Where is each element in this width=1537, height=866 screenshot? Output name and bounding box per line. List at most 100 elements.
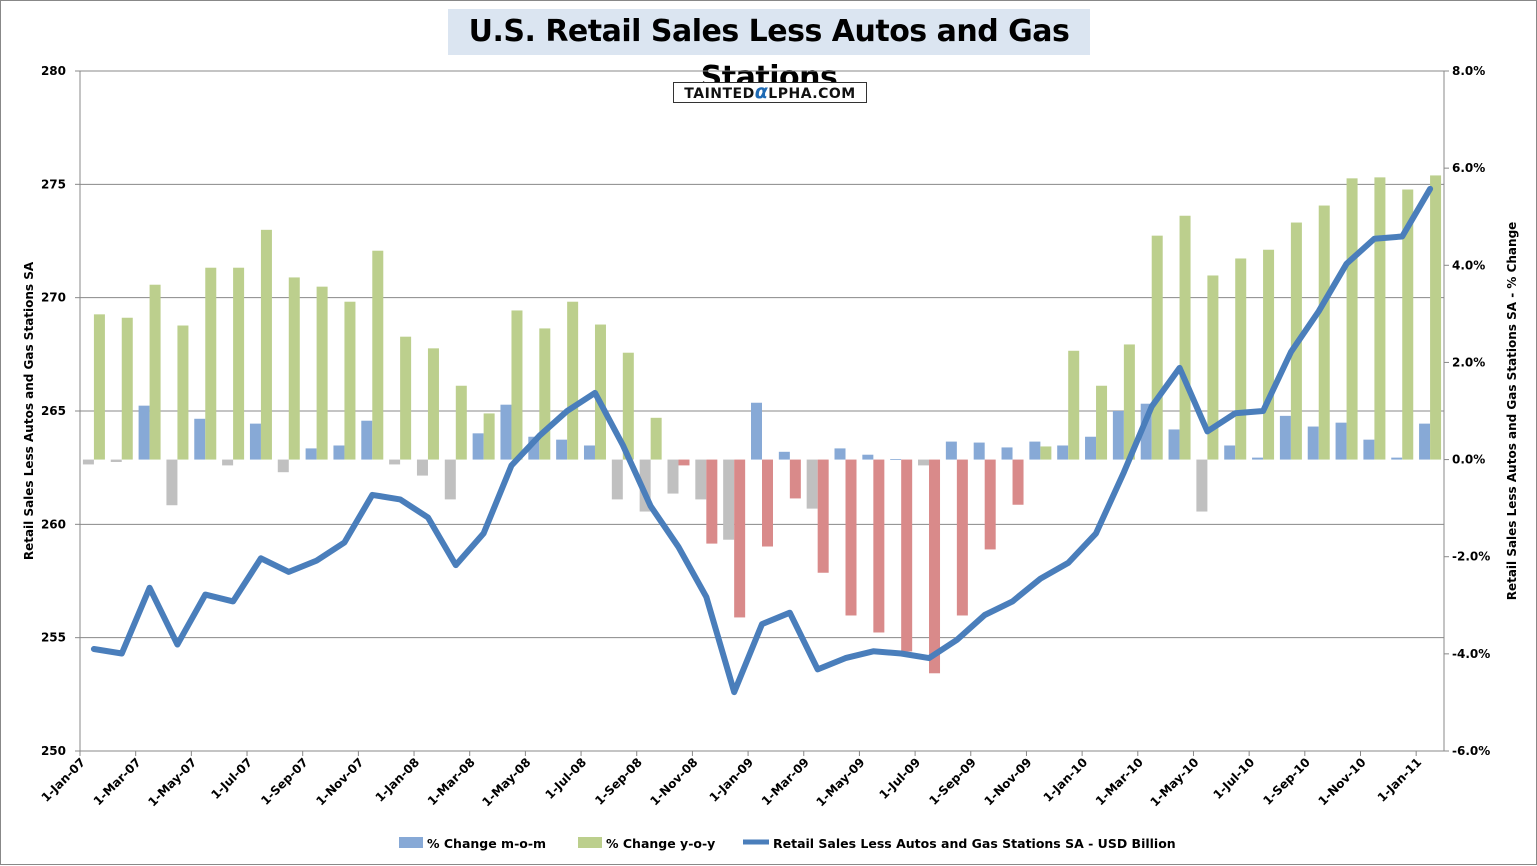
bar-mom (445, 460, 456, 500)
bar-yoy (734, 460, 745, 618)
bar-yoy (901, 460, 912, 652)
bar-yoy (233, 268, 244, 460)
left-tick-label: 275 (41, 177, 66, 191)
left-tick-label: 250 (41, 744, 66, 758)
bar-yoy (929, 460, 940, 674)
x-tick-label: 1-Jan-11 (1375, 755, 1425, 805)
legend: % Change m-o-m % Change y-o-y Retail Sal… (399, 836, 1176, 851)
bar-mom (139, 406, 150, 460)
bar-mom (473, 433, 484, 459)
bar-mom (306, 448, 317, 459)
bar-mom (1391, 458, 1402, 460)
bar-yoy (1319, 206, 1330, 460)
bar-yoy (372, 251, 383, 460)
x-tick-label: 1-Jan-08 (373, 755, 423, 805)
x-tick-label: 1-Jan-10 (1041, 755, 1091, 805)
legend-swatch-mom (399, 837, 423, 848)
bar-mom (166, 460, 177, 506)
right-tick-label: 0.0% (1452, 453, 1485, 467)
bar-yoy (818, 460, 829, 573)
x-tick-label: 1-Jul-10 (1210, 755, 1257, 802)
bar-yoy (706, 460, 717, 544)
x-tick-label: 1-May-08 (479, 755, 533, 809)
bar-mom (1057, 445, 1068, 459)
x-tick-label: 1-Jan-07 (39, 755, 89, 805)
bar-mom (862, 455, 873, 460)
bar-yoy (1374, 177, 1385, 459)
x-tick-label: 1-Mar-08 (425, 755, 478, 808)
x-tick-label: 1-Jul-09 (876, 755, 923, 802)
bar-mom (1363, 440, 1374, 460)
legend-label-line: Retail Sales Less Autos and Gas Stations… (773, 836, 1176, 851)
x-tick-label: 1-May-10 (1147, 755, 1201, 809)
bar-yoy (261, 230, 272, 460)
x-tick-label: 1-May-09 (813, 755, 867, 809)
bar-yoy (428, 348, 439, 459)
bar-yoy (289, 277, 300, 459)
bar-mom (1002, 447, 1013, 459)
bar-yoy (651, 418, 662, 460)
bar-mom (83, 460, 94, 465)
left-tick-label: 270 (41, 291, 66, 305)
left-tick-label: 280 (41, 64, 66, 78)
right-tick-label: 2.0% (1452, 355, 1485, 369)
bar-mom (1419, 424, 1430, 460)
right-tick-label: 4.0% (1452, 258, 1485, 272)
bar-yoy (1430, 175, 1441, 459)
bar-mom (500, 405, 511, 460)
x-tick-label: 1-Jul-08 (542, 755, 589, 802)
bar-mom (807, 460, 818, 509)
right-axis-title: Retail Sales Less Autos and Gas Stations… (1505, 222, 1519, 601)
bar-mom (389, 460, 400, 465)
left-tick-label: 260 (41, 517, 66, 531)
left-tick-label: 265 (41, 404, 66, 418)
bar-yoy (762, 460, 773, 547)
bar-yoy (1013, 460, 1024, 505)
bar-mom (584, 445, 595, 459)
x-tick-label: 1-Nov-09 (981, 755, 1034, 808)
bar-yoy (484, 413, 495, 459)
bar-yoy (1068, 351, 1079, 460)
bar-mom (946, 442, 957, 460)
right-tick-label: -2.0% (1452, 550, 1490, 564)
bar-mom (835, 448, 846, 459)
bar-yoy (400, 337, 411, 460)
bar-yoy (1040, 446, 1051, 459)
bar-yoy (1263, 250, 1274, 460)
x-tick-label: 1-May-07 (145, 755, 199, 809)
bar-mom (1085, 437, 1096, 460)
bars (83, 175, 1441, 673)
bar-mom (723, 460, 734, 540)
bar-mom (751, 403, 762, 460)
bar-mom (695, 460, 706, 500)
bar-mom (278, 460, 289, 473)
right-tick-label: 8.0% (1452, 64, 1485, 78)
bar-yoy (678, 460, 689, 466)
x-tick-label: 1-Nov-07 (313, 755, 366, 808)
bar-mom (1169, 429, 1180, 459)
bar-yoy (150, 285, 161, 460)
x-tick-label: 1-Sep-07 (258, 755, 311, 808)
left-tick-label: 255 (41, 631, 66, 645)
bar-yoy (177, 326, 188, 460)
right-tick-label: -4.0% (1452, 647, 1490, 661)
bar-mom (250, 424, 261, 460)
bar-yoy (511, 310, 522, 459)
legend-swatch-yoy (578, 837, 602, 848)
bar-yoy (205, 268, 216, 460)
bar-yoy (1235, 258, 1246, 459)
x-tick-label: 1-Jan-09 (707, 755, 757, 805)
bar-mom (111, 460, 122, 462)
bar-yoy (317, 287, 328, 460)
right-tick-label: -6.0% (1452, 744, 1490, 758)
bar-yoy (985, 460, 996, 550)
bar-yoy (94, 314, 105, 459)
bar-mom (556, 440, 567, 460)
bar-yoy (790, 460, 801, 499)
bar-yoy (1124, 344, 1135, 459)
bar-mom (779, 452, 790, 460)
bar-yoy (567, 302, 578, 460)
bar-mom (417, 460, 428, 476)
bar-mom (667, 460, 678, 494)
